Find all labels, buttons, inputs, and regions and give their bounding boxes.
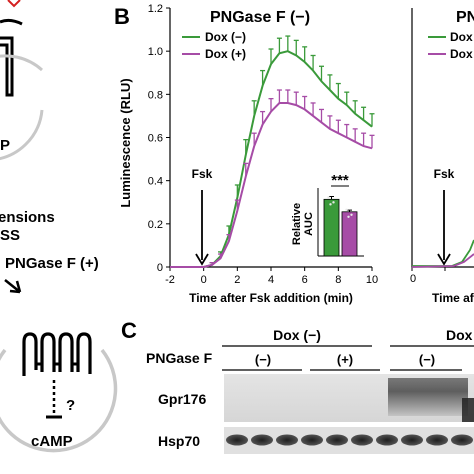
lane-group-label: (−) xyxy=(255,352,271,367)
receptor-icon-bottom xyxy=(22,332,92,376)
red-arrow-icon xyxy=(7,0,21,8)
left-schematic-panel: P ensions SS PNGase F (+) ? cAMP xyxy=(0,0,118,453)
gpr176-smear-dox-plus xyxy=(388,378,468,416)
inset-bar-dox-plus xyxy=(341,211,358,257)
gpr176-label: Gpr176 xyxy=(158,391,206,407)
membrane-line-top xyxy=(0,18,23,26)
auc-bar-chart: RelativeAUC *** xyxy=(291,172,364,257)
hsp70-band xyxy=(251,434,273,446)
x-tick-label: -2 xyxy=(165,274,175,286)
panel-c-western-blot: C Dox (−) Dox PNGase F (−) (+) (−) Gpr17… xyxy=(121,318,474,454)
hsp70-band xyxy=(276,434,298,446)
pngase-plus-label: PNGase F (+) xyxy=(5,255,99,272)
inset-y-axis-label-line: Relative xyxy=(291,203,303,245)
inset-data-dot xyxy=(350,213,353,216)
camp-label-bottom: cAMP xyxy=(31,433,73,450)
right-legend-label: Dox xyxy=(450,30,473,44)
gpr176-band-fragment xyxy=(462,398,474,422)
x-tick-label: 6 xyxy=(302,274,308,286)
y-tick-label: 1.2 xyxy=(148,3,163,15)
dox-plus-header: Dox xyxy=(446,327,473,343)
hsp70-band xyxy=(401,434,423,446)
chart-title: PNGase F (−) xyxy=(210,9,310,26)
y-tick-label: 1.0 xyxy=(148,46,163,58)
right-fsk-arrow-icon xyxy=(437,253,451,266)
dox-minus-header: Dox (−) xyxy=(273,327,321,343)
right-fsk-label: Fsk xyxy=(434,167,455,181)
hsp70-band xyxy=(326,434,348,446)
inset-data-dot xyxy=(347,215,350,218)
inset-data-dot xyxy=(327,196,330,199)
inset-y-axis-label-line: AUC xyxy=(303,212,315,236)
cell-outline-top xyxy=(0,54,44,72)
hsp70-band xyxy=(301,434,323,446)
y-tick-label: 0 xyxy=(157,262,163,274)
inset-data-dot xyxy=(345,208,348,211)
arrow-shaft xyxy=(4,279,21,293)
cell-outline-bottom xyxy=(0,348,118,453)
hsp70-label: Hsp70 xyxy=(158,433,200,449)
hsp70-band xyxy=(426,434,448,446)
significance-marker: *** xyxy=(331,172,349,189)
fsk-arrow-icon xyxy=(195,253,209,266)
y-axis-label: Luminescence (RLU) xyxy=(118,78,133,207)
fsk-label: Fsk xyxy=(192,167,213,181)
right-chart-title-fragment: PN xyxy=(456,9,474,26)
cell-outline-top-lower xyxy=(0,109,44,161)
inset-bar-dox-minus xyxy=(323,198,340,257)
x-tick-label: 0 xyxy=(201,274,207,286)
inset-y-axis-label: RelativeAUC xyxy=(291,203,315,245)
pngase-row-label: PNGase F xyxy=(146,350,213,366)
y-tick-label: 0.6 xyxy=(148,133,163,145)
legend-label-dox-minus: Dox (−) xyxy=(205,30,246,44)
right-legend-label: Dox xyxy=(450,47,473,61)
receptor-icon-top xyxy=(0,36,14,97)
camp-label-top-fragment: P xyxy=(0,137,10,154)
inset-data-dot xyxy=(332,201,335,204)
hsp70-band xyxy=(351,434,373,446)
x-tick-label: 8 xyxy=(335,274,341,286)
lane-group-label: (−) xyxy=(419,352,435,367)
hsp70-band xyxy=(451,434,473,446)
right-series-dox-plus xyxy=(411,253,474,268)
y-tick-label: 0.4 xyxy=(148,176,163,188)
y-tick-label: 0.8 xyxy=(148,89,163,101)
y-tick-label: 0.2 xyxy=(148,219,163,231)
inset-data-dot xyxy=(329,203,332,206)
series-line-dox-plus xyxy=(170,102,373,268)
hsp70-band xyxy=(376,434,398,446)
right-partial-chart: PN 0 Dox Dox Fsk Time aft xyxy=(410,8,474,305)
hsp70-bands xyxy=(226,434,473,446)
question-mark: ? xyxy=(66,397,75,414)
legend-label-dox-plus: Dox (+) xyxy=(205,47,246,61)
x-tick-label: 10 xyxy=(366,274,378,286)
panel-b-letter: B xyxy=(114,4,130,29)
hsp70-band xyxy=(226,434,248,446)
right-x-axis-label-fragment: Time aft xyxy=(432,291,474,305)
description-line1: ensions xyxy=(0,209,55,226)
right-tick-label: 0 xyxy=(410,273,416,285)
x-tick-label: 4 xyxy=(268,274,274,286)
arrow-head-icon xyxy=(9,280,22,294)
x-tick-label: 2 xyxy=(234,274,240,286)
lane-group-label: (+) xyxy=(337,352,353,367)
panel-c-letter: C xyxy=(121,318,137,343)
description-line2: SS xyxy=(0,227,20,244)
x-axis-label: Time after Fsk addition (min) xyxy=(189,291,353,305)
